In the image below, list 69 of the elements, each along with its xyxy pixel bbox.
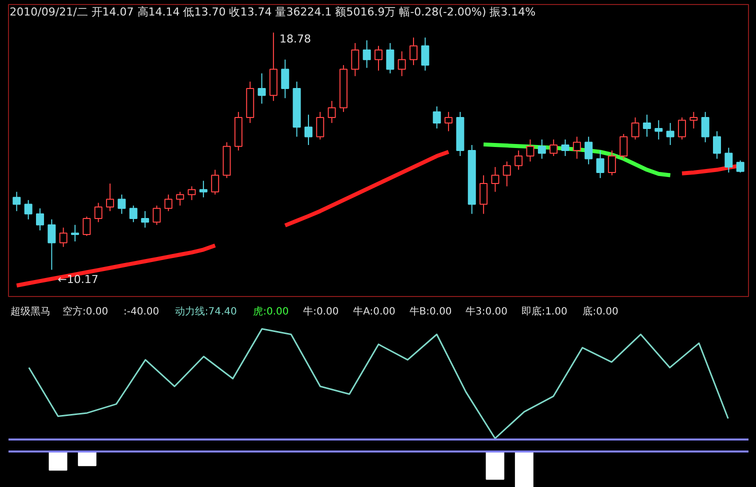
candlestick xyxy=(410,37,418,66)
candlestick xyxy=(666,122,674,146)
candlestick xyxy=(701,111,710,143)
candlestick xyxy=(421,37,430,72)
candlestick xyxy=(514,150,523,170)
candlestick xyxy=(502,161,511,187)
candlestick xyxy=(654,120,663,140)
text: :-40.00 xyxy=(124,306,160,318)
candlestick xyxy=(736,160,744,174)
candlestick xyxy=(690,111,698,129)
candlestick xyxy=(362,40,371,68)
candlestick xyxy=(129,205,138,223)
candlestick xyxy=(526,138,534,162)
text: 虎:0.00 xyxy=(253,306,289,318)
text: 牛:0.00 xyxy=(303,306,339,318)
candlestick xyxy=(550,138,558,157)
candlestick xyxy=(386,42,394,74)
candlestick xyxy=(351,42,360,77)
candlestick xyxy=(561,138,570,157)
candlestick xyxy=(596,150,604,179)
candlestick xyxy=(141,210,150,228)
candlestick xyxy=(118,194,126,214)
candlestick xyxy=(444,111,453,132)
candlestick xyxy=(572,136,581,160)
candlestick xyxy=(678,116,686,140)
candlestick xyxy=(48,218,56,270)
annotation: ←10.17 xyxy=(58,272,98,286)
candlestick xyxy=(724,147,733,174)
candlestick xyxy=(608,150,616,176)
candlestick xyxy=(631,116,640,140)
candlestick xyxy=(374,45,382,72)
candlestick xyxy=(620,133,628,160)
text: 底:0.00 xyxy=(582,306,618,318)
candlestick xyxy=(480,174,488,214)
candlestick xyxy=(316,111,324,140)
candlestick xyxy=(71,224,80,242)
candlestick xyxy=(59,227,68,248)
text: 牛3:0.00 xyxy=(466,306,508,318)
candlestick xyxy=(199,180,208,198)
candlestick xyxy=(188,186,196,201)
candlestick xyxy=(258,72,266,104)
text: 动力线:74.40 xyxy=(174,306,237,318)
candlestick xyxy=(712,130,721,160)
annotation: 18.78 xyxy=(279,32,311,46)
candlestick xyxy=(328,100,336,124)
chart-title: 2010/09/21/二 开14.07 高14.14 低13.70 收13.74 量36224.1 额5016.9万 幅-0.28(-2.00%) 振3.14% xyxy=(10,6,536,18)
text: 空方:0.00 xyxy=(62,306,108,318)
candlestick xyxy=(304,114,312,146)
candlestick xyxy=(152,205,161,226)
candlestick xyxy=(36,208,44,231)
candlestick xyxy=(106,183,114,212)
candlestick xyxy=(176,191,184,206)
text: 即底:1.00 xyxy=(522,306,568,318)
candlestick xyxy=(94,202,102,223)
candlestick xyxy=(491,166,500,192)
candlestick xyxy=(82,216,91,236)
candlestick xyxy=(584,136,593,165)
text: 牛A:0.00 xyxy=(353,306,396,318)
candlestick xyxy=(538,138,546,160)
candlestick xyxy=(398,50,406,77)
candlestick xyxy=(211,169,220,196)
text: 超级黑马 xyxy=(10,306,50,318)
candlestick xyxy=(642,114,651,138)
candlestick xyxy=(12,191,21,212)
text: 牛B:0.00 xyxy=(409,306,452,318)
candlestick xyxy=(24,200,32,220)
candlestick xyxy=(164,194,172,212)
candlestick xyxy=(432,106,441,129)
candlestick xyxy=(281,59,290,99)
